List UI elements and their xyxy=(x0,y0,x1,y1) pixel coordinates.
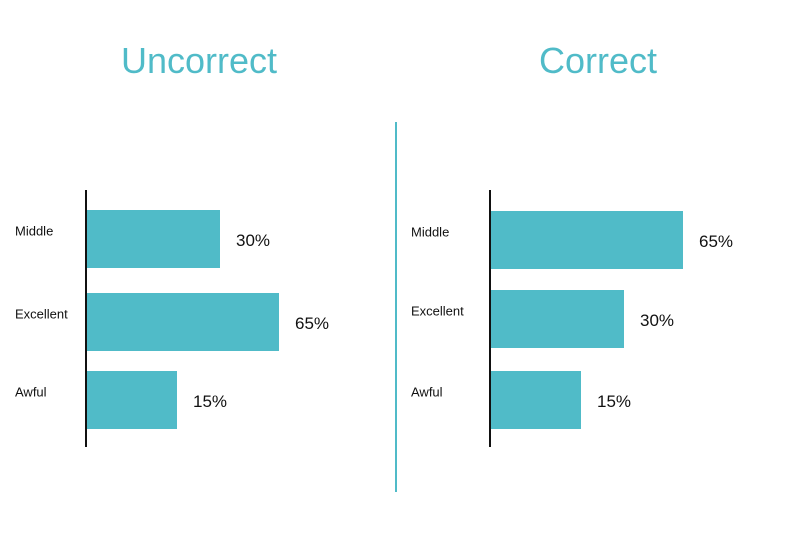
data-label: 15% xyxy=(597,392,632,411)
chart-title-correct: Correct xyxy=(538,40,658,81)
category-label: Awful xyxy=(15,384,47,400)
category-label: Excellent xyxy=(411,303,464,319)
data-label: 30% xyxy=(640,311,675,330)
data-label: 65% xyxy=(295,314,330,333)
data-label: 65% xyxy=(699,232,734,251)
bar-uncorrect-middle xyxy=(87,210,220,268)
category-label: Middle xyxy=(15,223,54,239)
category-label: Awful xyxy=(411,384,443,400)
data-label: 15% xyxy=(193,392,228,411)
category-label: Excellent xyxy=(15,306,68,322)
category-label: Middle xyxy=(411,224,450,240)
bar-uncorrect-excellent xyxy=(87,293,279,351)
bar-correct-awful xyxy=(491,371,581,429)
chart-title-uncorrect: Uncorrect xyxy=(120,40,278,81)
data-label: 30% xyxy=(236,231,271,250)
bar-uncorrect-awful xyxy=(87,371,177,429)
bar-correct-middle xyxy=(491,211,683,269)
y-axis-correct xyxy=(489,190,491,447)
divider-line xyxy=(395,122,397,492)
bar-correct-excellent xyxy=(491,290,624,348)
y-axis-uncorrect xyxy=(85,190,87,447)
